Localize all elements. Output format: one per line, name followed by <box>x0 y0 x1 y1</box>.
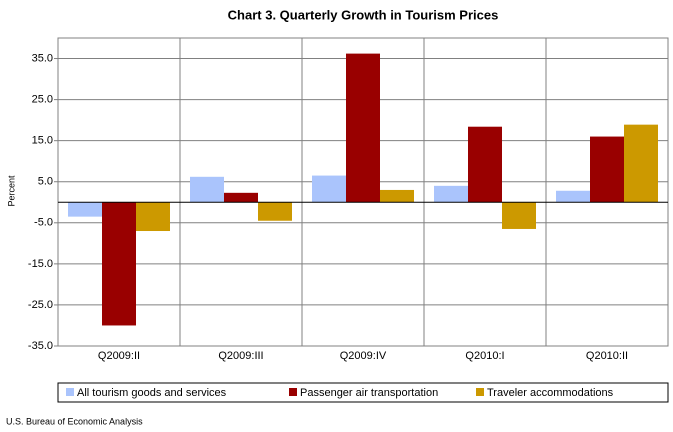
bar <box>102 202 136 326</box>
legend-swatch <box>66 388 74 396</box>
y-tick-label: -35.0 <box>28 340 53 352</box>
bar <box>136 202 170 232</box>
legend-swatch <box>476 388 484 396</box>
x-tick-label: Q2009:III <box>218 350 263 362</box>
legend-box <box>57 382 669 403</box>
y-tick-label: -15.0 <box>28 258 53 270</box>
y-tick-label: 35.0 <box>32 52 53 64</box>
y-tick-label: 25.0 <box>32 94 53 106</box>
source: U.S. Bureau of Economic Analysis <box>6 416 143 426</box>
x-tick-label: Q2010:II <box>586 350 628 362</box>
y-tick-label: 15.0 <box>32 135 53 147</box>
chart-title: Chart 3. Quarterly Growth in Tourism Pri… <box>228 7 499 22</box>
x-tick-label: Q2010:I <box>465 350 504 362</box>
x-tick-label: Q2009:II <box>98 350 140 362</box>
legend-swatch <box>289 388 297 396</box>
bar <box>502 202 536 229</box>
bar <box>380 189 414 203</box>
legend-label: All tourism goods and services <box>77 387 227 399</box>
bar <box>590 136 624 203</box>
bar <box>224 192 258 203</box>
y-tick-label: 5.0 <box>38 176 53 188</box>
bar <box>556 190 590 203</box>
bar <box>434 185 468 203</box>
legend-label: Passenger air transportation <box>300 387 438 399</box>
y-tick-label: -5.0 <box>34 217 53 229</box>
bar <box>468 126 502 203</box>
bar <box>312 175 346 203</box>
y-tick-label: -25.0 <box>28 299 53 311</box>
bar <box>190 176 224 203</box>
bar <box>624 124 658 203</box>
bar <box>68 202 102 217</box>
bar <box>258 202 292 221</box>
legend-label: Traveler accommodations <box>487 387 614 399</box>
bar <box>346 53 380 203</box>
y-axis-label: Percent <box>6 175 16 207</box>
x-tick-label: Q2009:IV <box>340 350 387 362</box>
